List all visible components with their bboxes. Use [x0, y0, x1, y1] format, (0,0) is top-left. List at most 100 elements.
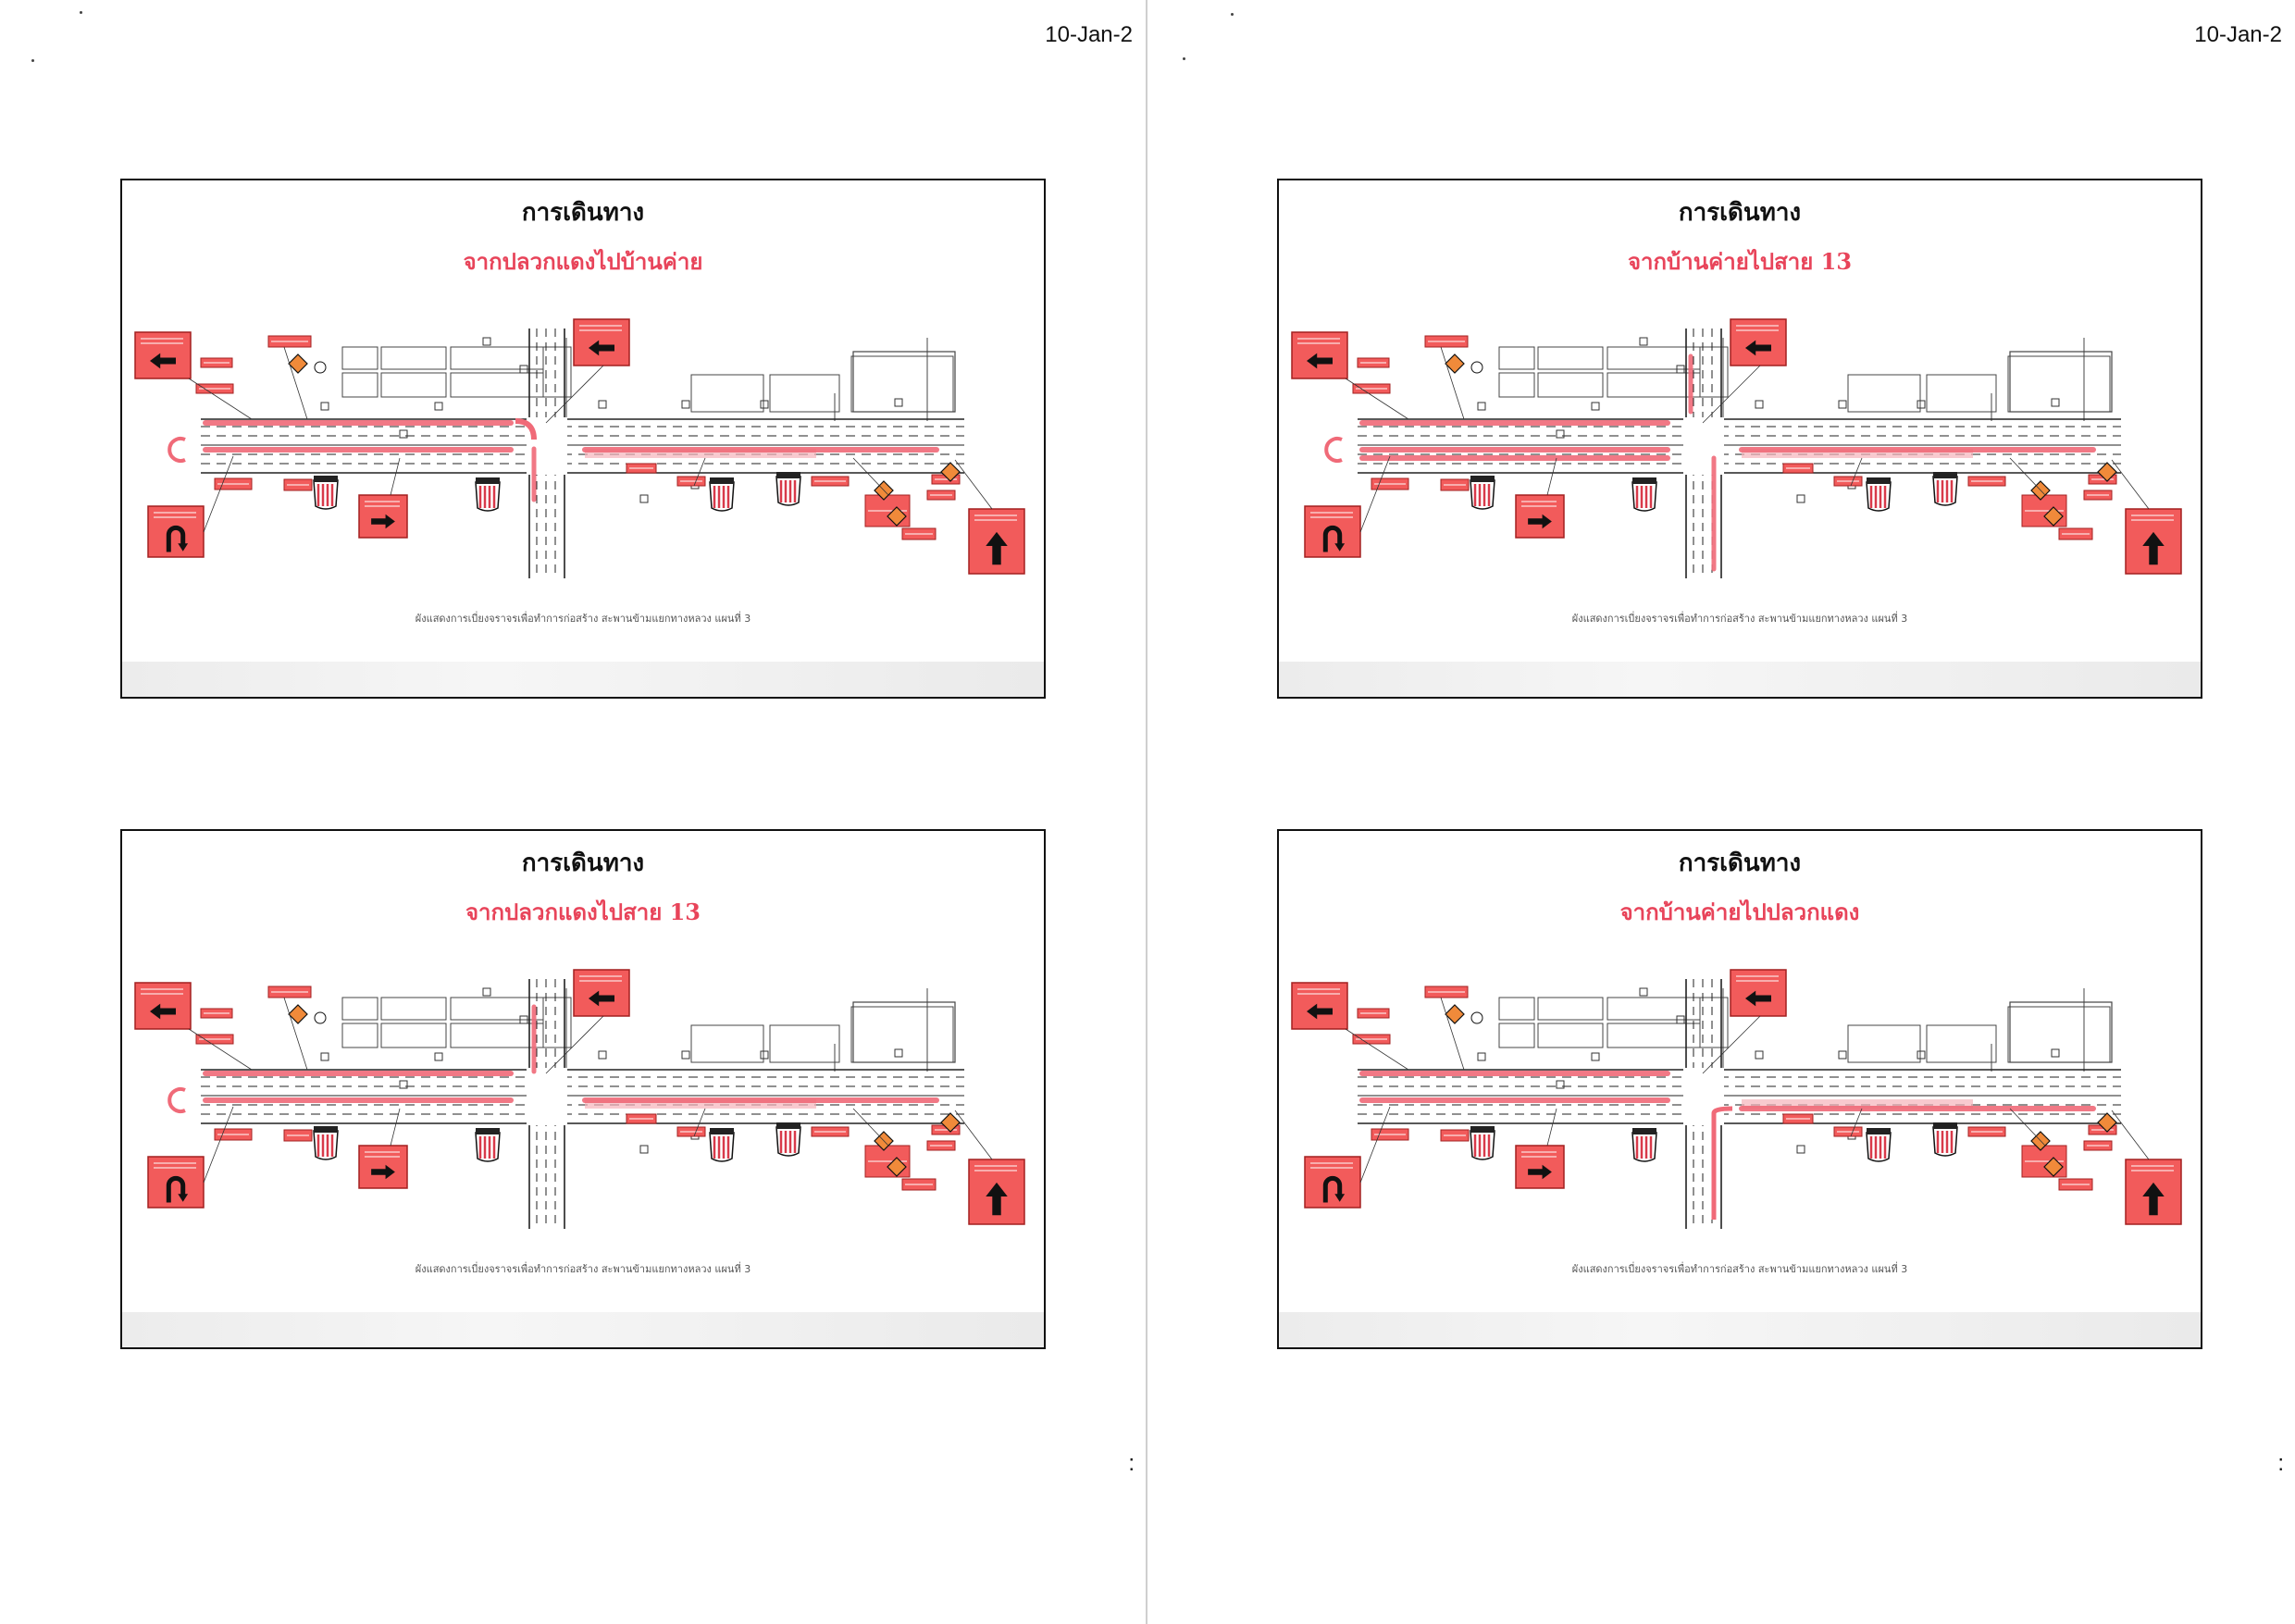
traffic-diversion-map [1291, 318, 2182, 578]
arrow-up-icon [986, 1182, 1008, 1216]
callout-line [1850, 1108, 1863, 1137]
barrier-top [476, 1128, 500, 1134]
sign-board [573, 969, 630, 1017]
map-marker [1477, 1052, 1486, 1061]
slide-footer-band [122, 662, 1044, 697]
u-turn-icon [166, 1175, 186, 1203]
barrier-top [776, 472, 800, 478]
barrier-top [476, 477, 500, 484]
callout-line [1345, 378, 1409, 420]
u-turn-icon [1322, 1175, 1343, 1203]
page-number: : [1128, 1451, 1135, 1476]
slide-subtitle: จากบ้านค่ายไปสาย 13 [1627, 248, 1853, 275]
map-marker [1838, 1050, 1847, 1060]
route-u-turn [167, 1087, 186, 1113]
slide-ban-to-13: การเดินทาง จากบ้านค่ายไปสาย 13 ผังแสดงกา… [1277, 179, 2202, 699]
building-block [341, 346, 378, 370]
route-u-turn [1324, 437, 1343, 463]
building-block [341, 372, 378, 398]
intersection [1683, 417, 1724, 475]
sign-board [573, 318, 630, 366]
arrow-left-icon [589, 340, 614, 356]
callout-line [1546, 457, 1557, 496]
intersection [1683, 1068, 1724, 1125]
map-marker [1755, 400, 1764, 409]
slide-title: การเดินทาง [521, 849, 645, 877]
callout-line [1359, 455, 1391, 533]
arrow-right-icon [371, 514, 395, 529]
map-marker [434, 402, 443, 411]
callout-line [1345, 1028, 1409, 1071]
callout-line [693, 457, 706, 487]
construction-zone [585, 449, 816, 458]
barrier-top [314, 476, 338, 482]
warning-diamond-icon [2043, 1157, 2064, 1177]
building-block [1498, 997, 1535, 1021]
callout-line [203, 1106, 234, 1184]
traffic-diversion-map [134, 318, 1025, 578]
arrow-left-icon [1745, 990, 1771, 1007]
sign-board [134, 982, 192, 1030]
arrow-left-icon [150, 353, 176, 369]
building-block [852, 1001, 956, 1063]
callout-line [954, 459, 993, 510]
warning-diamond-icon [288, 353, 308, 374]
construction-zone [1742, 449, 1973, 458]
map-marker [2051, 398, 2060, 407]
building-block [2009, 351, 2113, 413]
u-turn-arrowhead [1334, 543, 1346, 552]
building-block [380, 346, 447, 370]
arrow-up-icon [986, 531, 1008, 565]
building-block [1537, 997, 1604, 1021]
map-marker [2051, 1048, 2060, 1058]
barrier-top [1470, 476, 1495, 482]
warning-diamond-icon [1445, 353, 1465, 374]
barrier-top [1632, 1128, 1656, 1134]
building-block [542, 997, 572, 1048]
map-marker [1639, 987, 1648, 997]
map-marker [1591, 1052, 1600, 1061]
warning-diamond-icon [940, 1112, 961, 1133]
warning-diamond-icon [2097, 462, 2117, 482]
map-caption: ผังแสดงการเบี่ยงจราจรเพื่อทำการก่อสร้าง … [1571, 1263, 1908, 1275]
construction-zone [585, 1099, 816, 1109]
sign-post [1470, 361, 1483, 374]
building-block [1498, 372, 1535, 398]
map-marker [320, 1052, 329, 1061]
arrow-up-icon [2142, 1182, 2165, 1216]
slide-footer-band [1279, 1312, 2201, 1347]
arrow-left-icon [1745, 340, 1771, 356]
building-block [769, 1024, 840, 1063]
building-block [852, 351, 956, 413]
arrow-left-icon [589, 990, 614, 1007]
callout-line [1702, 365, 1761, 424]
sign-post [314, 1011, 327, 1024]
sign-board [1291, 331, 1348, 379]
callout-line [1359, 1106, 1391, 1184]
slide-subtitle: จากบ้านค่ายไปปลวกแดง [1619, 899, 1860, 925]
sign-board [1304, 505, 1361, 558]
callout-line [954, 1110, 993, 1160]
callout-line [188, 1028, 253, 1071]
arrow-right-icon [371, 1164, 395, 1180]
route-turn-arrow [1711, 1106, 1733, 1220]
building-block [380, 997, 447, 1021]
map-marker [1591, 402, 1600, 411]
slide-footer-band [1279, 662, 2201, 697]
callout-line [1440, 346, 1465, 420]
warning-diamond-icon [1445, 1004, 1465, 1024]
building-block [690, 374, 764, 413]
intersection [527, 1068, 567, 1125]
callout-line [2111, 459, 2150, 510]
barrier-top [1933, 472, 1957, 478]
callout-line [2009, 1108, 2046, 1147]
traffic-diversion-map [1291, 969, 2182, 1229]
u-turn-icon [1322, 525, 1343, 552]
map-caption: ผังแสดงการเบี่ยงจราจรเพื่อทำการก่อสร้าง … [415, 1263, 751, 1275]
map-marker [894, 398, 903, 407]
barrier-top [710, 1128, 734, 1134]
sign-board [1291, 982, 1348, 1030]
map-marker [1556, 429, 1565, 439]
building-block [1847, 1024, 1921, 1063]
map-marker [894, 1048, 903, 1058]
